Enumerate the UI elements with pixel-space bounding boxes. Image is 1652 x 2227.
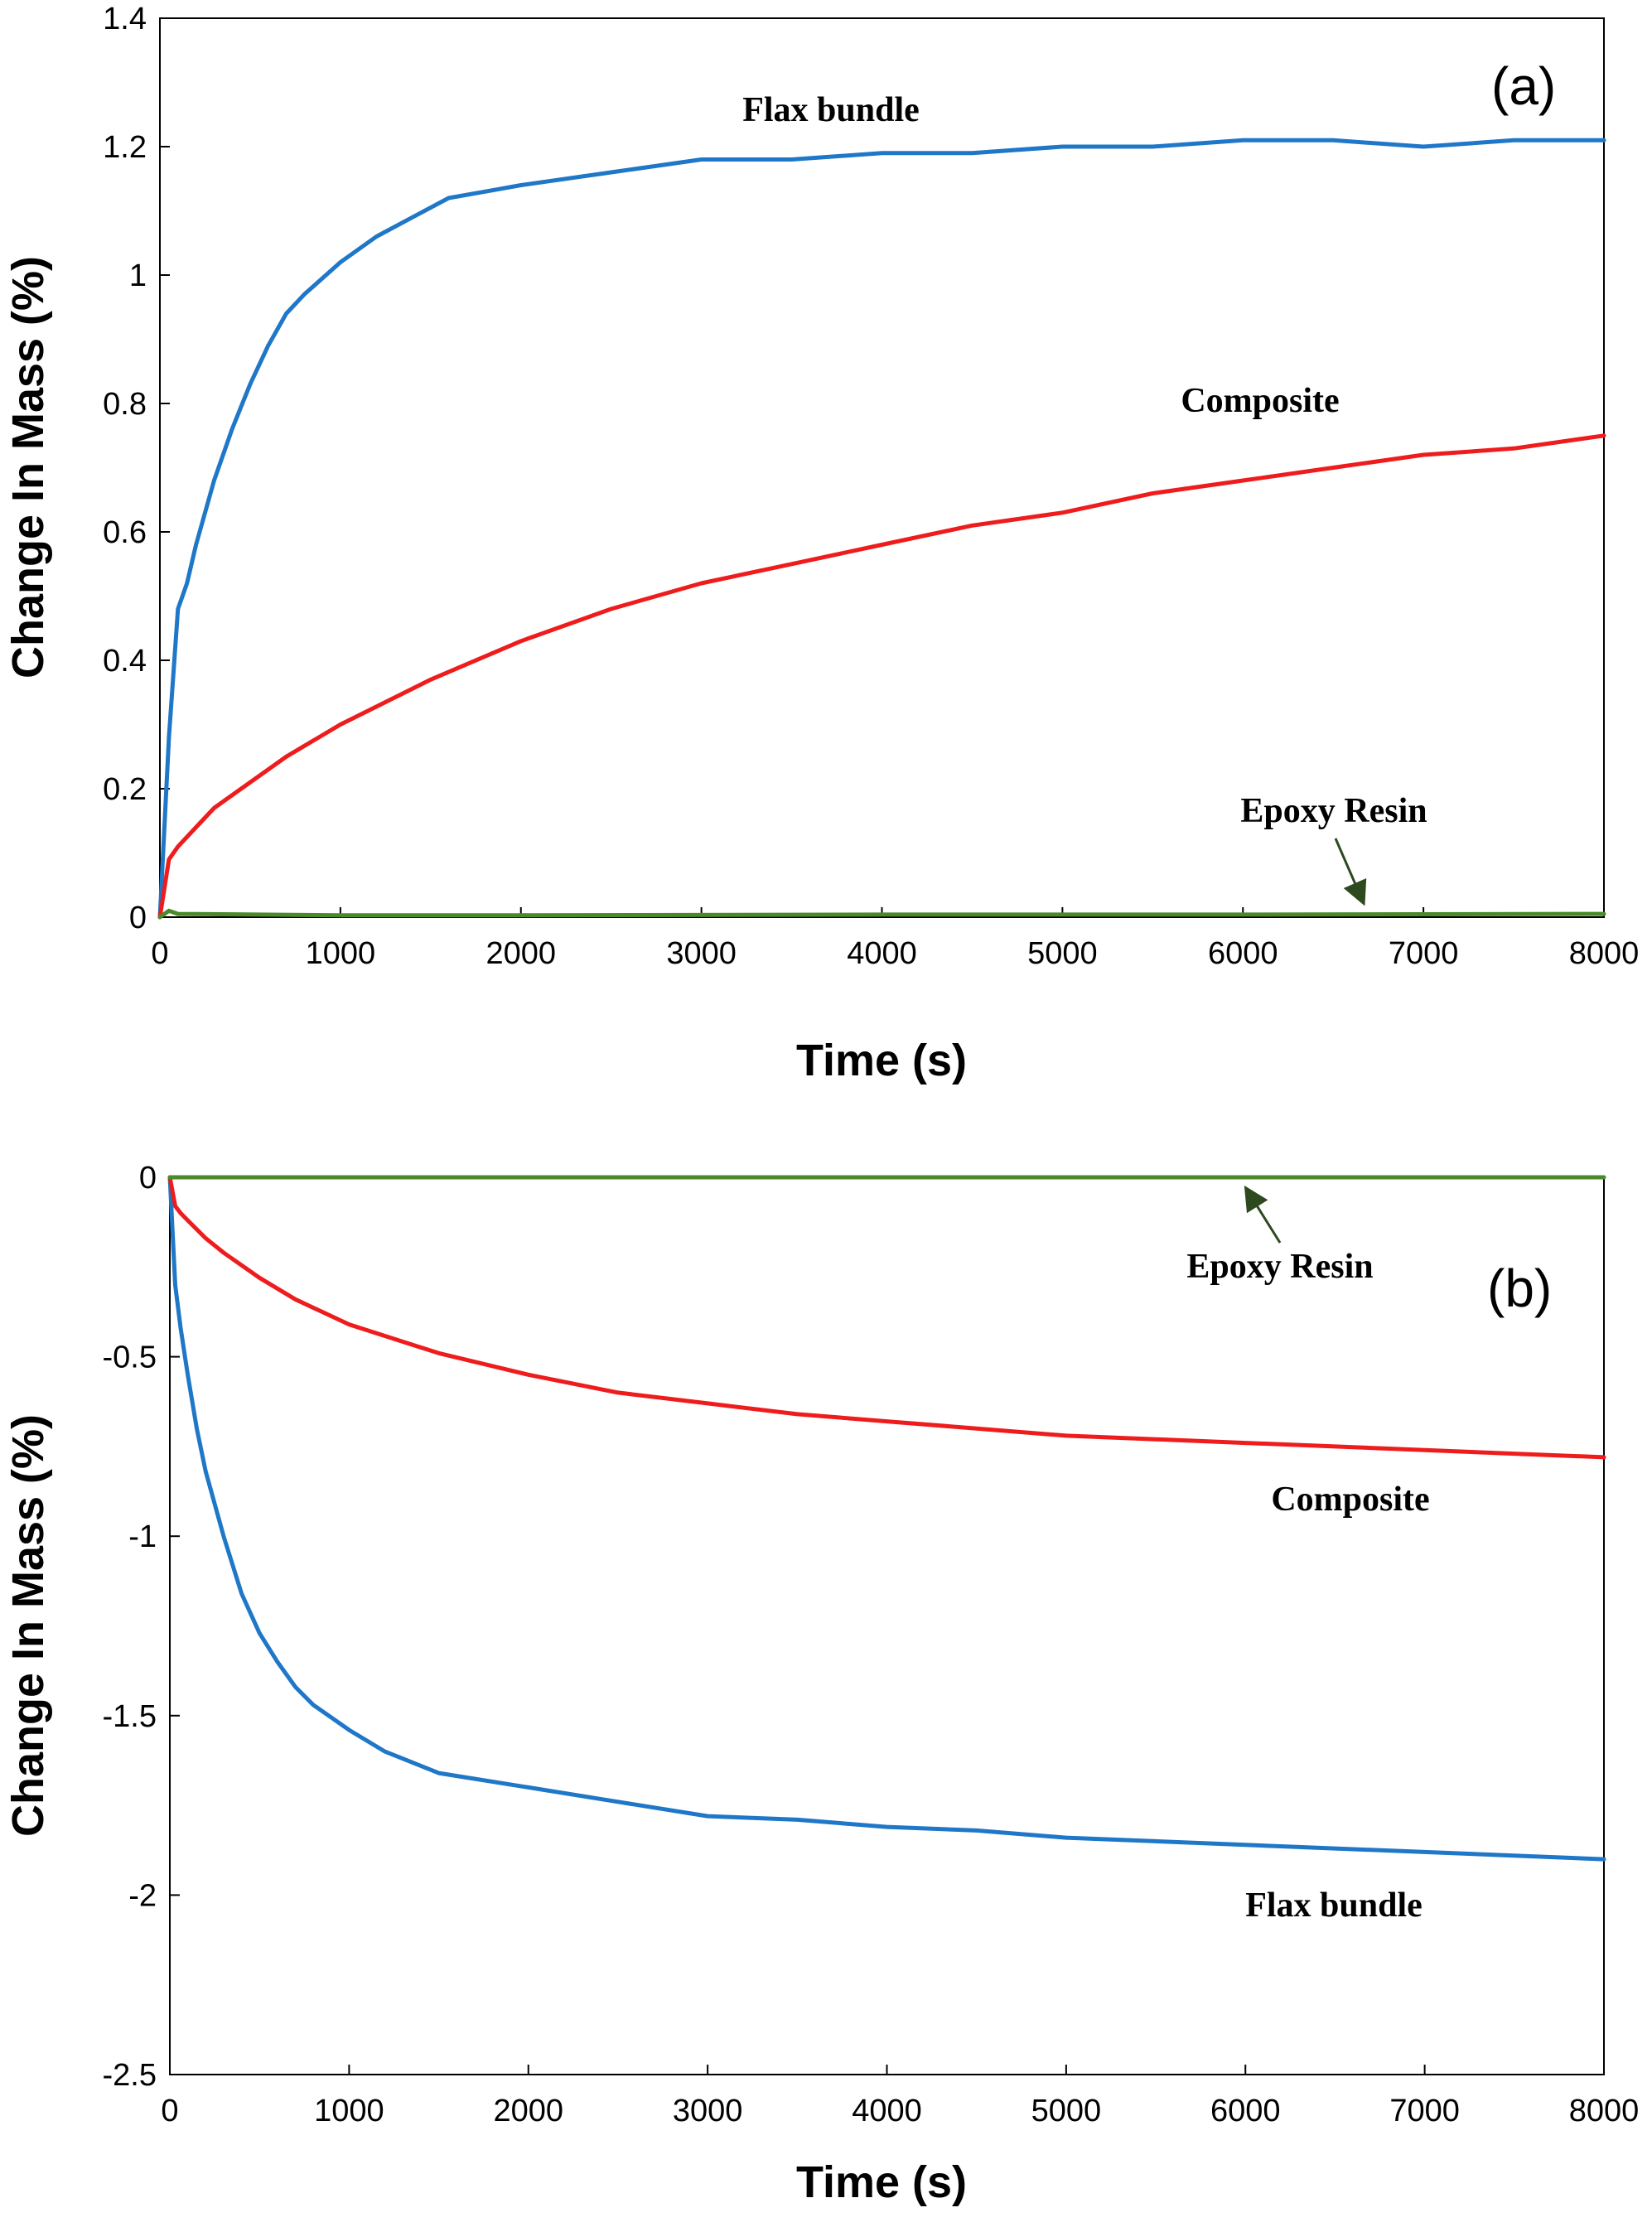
chart-b-x-tick-label: 5000 [1031,2094,1102,2128]
chart-b-annotation-flax-bundle: Flax bundle [1245,1886,1423,1925]
chart-a-x-tick-label: 3000 [666,936,737,971]
chart-b-y-tick-label: -0.5 [103,1341,157,1375]
chart-a-y-tick-label: 1.2 [103,130,147,165]
chart-a-x-tick-label: 6000 [1208,936,1278,971]
chart-a-x-tick-label: 5000 [1027,936,1098,971]
chart-a-series-flax-bundle [157,138,1606,920]
chart-a-y-tick-label: 0 [129,901,147,935]
chart-a-y-tick-label: 1.4 [103,2,147,36]
chart-a-y-tick-label: 0.8 [103,387,147,422]
chart-a-annotation-flax-bundle: Flax bundle [742,91,920,129]
chart-a-y-axis-label: Change In Mass (%) [3,256,53,679]
chart-b-x-axis-label: Time (s) [796,2157,967,2207]
chart-b-y-axis-label: Change In Mass (%) [3,1414,53,1837]
chart-b-y-tick-label: -2 [128,1878,157,1913]
chart-b-series-flax-bundle [167,1175,1606,1862]
chart-b-series-composite [167,1175,1606,1460]
chart-b-y-tick-label: -1 [128,1519,157,1554]
chart-b-x-tick-label: 3000 [673,2094,743,2128]
chart-a-x-ticks: 0 1000 2000 3000 4000 5000 6000 7000 8000 [151,907,1639,971]
chart-a-y-tick-label: 0.2 [103,772,147,807]
chart-a-series-composite [157,433,1606,920]
chart-b-annotation-arrow [1244,1185,1282,1244]
chart-b-x-tick-label: 4000 [852,2094,922,2128]
chart-b-y-tick-label: 0 [139,1161,157,1196]
chart-a-x-axis-label: Time (s) [796,1036,967,1085]
chart-a-annotation-epoxy-resin: Epoxy Resin [1240,792,1427,830]
chart-b-x-tick-label: 2000 [493,2094,563,2128]
chart-a-series [157,138,1606,920]
chart-a-y-tick-label: 1 [129,258,147,293]
chart-a-annotation-arrow [1334,838,1367,906]
chart-a-y-tick-label: 0.6 [103,515,147,550]
chart-a-x-tick-label: 7000 [1389,936,1459,971]
chart-a: 0 0.2 0.4 0.6 0.8 1 1.2 1.4 0 1000 2000 3000 4000 50… [3,2,1639,1085]
chart-b-annotation-epoxy-resin: Epoxy Resin [1186,1248,1373,1286]
chart-b-y-tick-label: -2.5 [103,2058,157,2093]
chart-a-y-tick-label: 0.4 [103,644,147,679]
chart-a-series-epoxy-resin [157,908,1606,920]
chart-b-x-tick-label: 1000 [314,2094,384,2128]
chart-a-y-ticks: 0 0.2 0.4 0.6 0.8 1 1.2 1.4 [103,2,170,935]
chart-b-x-tick-label: 7000 [1389,2094,1460,2128]
chart-a-annotation-composite: Composite [1181,382,1339,420]
chart-a-panel-label: (a) [1491,56,1556,116]
chart-a-x-tick-label: 4000 [847,936,917,971]
chart-b-x-tick-label: 8000 [1569,2094,1640,2128]
chart-b-x-tick-label: 0 [161,2094,178,2128]
chart-b-x-tick-label: 6000 [1210,2094,1281,2128]
chart-a-x-tick-label: 1000 [306,936,376,971]
chart-a-x-tick-label: 8000 [1569,936,1640,971]
chart-b: 0 -0.5 -1 -1.5 -2 -2.5 0 1000 2000 3000 4000 5000 6… [3,1161,1639,2207]
chart-b-series [167,1175,1606,1862]
chart-b-panel-label: (b) [1487,1258,1552,1318]
chart-b-plot-frame [169,1176,1605,2075]
chart-a-x-tick-label: 0 [151,936,168,971]
chart-b-y-tick-label: -1.5 [103,1699,157,1734]
chart-b-annotation-composite: Composite [1271,1481,1429,1519]
chart-b-x-ticks: 0 1000 2000 3000 4000 5000 6000 7000 8000 [161,2065,1639,2128]
chart-a-x-tick-label: 2000 [485,936,556,971]
chart-b-y-ticks: 0 -0.5 -1 -1.5 -2 -2.5 [103,1161,180,2093]
